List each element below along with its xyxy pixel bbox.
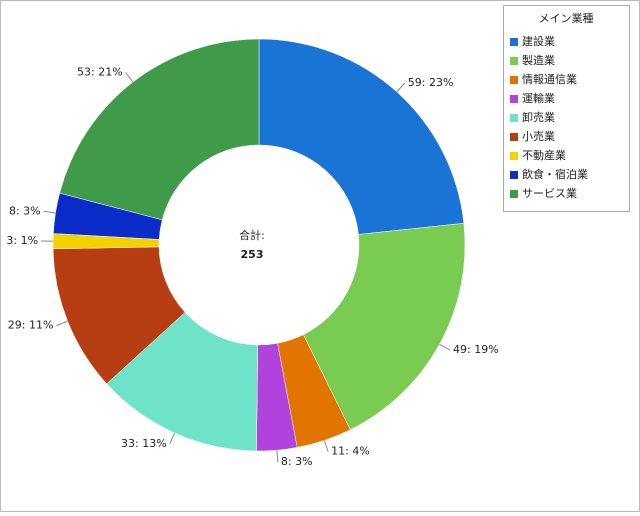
legend-label: 不動産業 — [522, 148, 566, 162]
data-label: 49: 19% — [453, 343, 499, 356]
legend-swatch — [510, 133, 518, 141]
legend-label: 建設業 — [522, 34, 555, 48]
legend-swatch — [510, 114, 518, 122]
data-label: 53: 21% — [77, 66, 123, 79]
data-label: 59: 23% — [408, 76, 454, 89]
legend-label: 運輸業 — [522, 91, 555, 105]
legend-swatch — [510, 95, 518, 103]
legend-swatch — [510, 38, 518, 46]
center-label: 合計: — [239, 228, 265, 242]
data-label: 8: 3% — [9, 204, 41, 217]
legend-label: 飲食・宿泊業 — [522, 167, 588, 181]
data-label: 29: 11% — [8, 319, 54, 332]
legend-label: サービス業 — [522, 187, 577, 200]
legend-swatch — [510, 57, 518, 65]
center-total: 253 — [241, 248, 264, 261]
data-label: 33: 13% — [121, 437, 167, 450]
data-label: 11: 4% — [331, 445, 370, 458]
legend-label: 小売業 — [522, 130, 555, 143]
legend-swatch — [510, 171, 518, 179]
legend-label: 情報通信業 — [522, 73, 577, 86]
legend-label: 製造業 — [522, 53, 555, 67]
legend-swatch — [510, 152, 518, 160]
legend-swatch — [510, 76, 518, 84]
legend-label: 卸売業 — [522, 110, 555, 124]
legend-title: メイン業種 — [539, 11, 594, 25]
data-label: 8: 3% — [281, 455, 313, 468]
legend-swatch — [510, 190, 518, 198]
data-label: 3: 1% — [6, 234, 38, 247]
